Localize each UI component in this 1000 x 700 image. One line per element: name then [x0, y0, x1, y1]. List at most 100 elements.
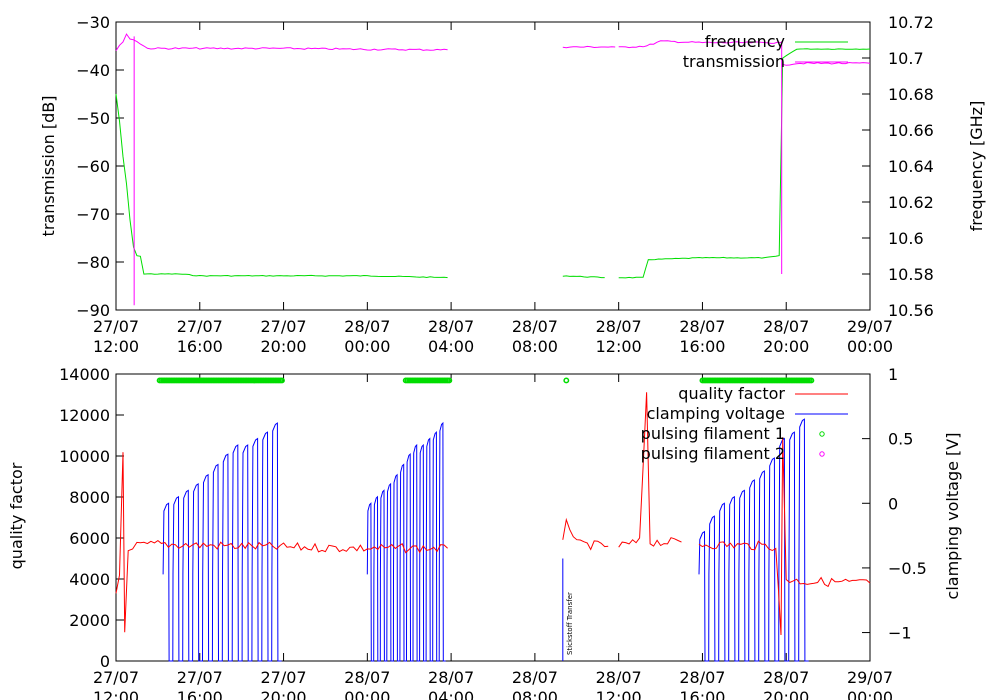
top-legend-label: transmission: [683, 52, 785, 71]
top-xtick-date: 28/07: [679, 317, 725, 336]
bottom-ytick-label: 8000: [69, 488, 110, 507]
bottom-clamping-voltage-line: [162, 422, 282, 662]
top-transmission-line: [782, 61, 871, 66]
bottom-y2tick-label: −0.5: [888, 559, 927, 578]
bottom-legend-label: pulsing filament 1: [641, 424, 785, 443]
top-ytick-label: −30: [76, 13, 110, 32]
top-xtick-time: 16:00: [679, 337, 725, 356]
bottom-legend-label: quality factor: [678, 384, 785, 403]
bottom-xtick-time: 12:00: [93, 688, 139, 700]
bottom-xtick-time: 00:00: [344, 688, 390, 700]
bottom-quality-factor-line: [562, 517, 609, 551]
top-frequency-line: [115, 93, 448, 279]
bottom-ytick-label: 0: [100, 652, 110, 671]
bottom-series: [115, 377, 871, 662]
bottom-xtick-date: 29/07: [847, 668, 893, 687]
top-xtick-date: 28/07: [344, 317, 390, 336]
bottom-xtick-date: 27/07: [93, 668, 139, 687]
stickstoff-annotation: Stickstoff Transfer: [566, 592, 574, 655]
top-ytick-label: −80: [76, 253, 110, 272]
bottom-xtick-time: 20:00: [261, 688, 307, 700]
bottom-xtick-date: 27/07: [261, 668, 307, 687]
top-ytick-label: −50: [76, 109, 110, 128]
top-xtick-time: 12:00: [93, 337, 139, 356]
top-y2tick-label: 10.66: [888, 121, 934, 140]
bottom-quality-factor-line: [115, 452, 448, 633]
bottom-y2tick-label: −1: [888, 624, 912, 643]
top-frequency-line: [618, 48, 871, 279]
top-xtick-time: 08:00: [512, 337, 558, 356]
top-xtick-date: 27/07: [261, 317, 307, 336]
bottom-pulsing-filament-1-point: [808, 377, 815, 384]
bottom-ticks: 27/0712:0027/0716:0027/0720:0028/0700:00…: [59, 365, 927, 700]
bottom-y2label: clamping voltage [V]: [943, 433, 962, 600]
top-xtick-time: 00:00: [847, 337, 893, 356]
top-ytick-label: −70: [76, 205, 110, 224]
bottom-clamping-voltage-line: [698, 418, 809, 662]
bottom-legend-swatch: [819, 431, 825, 437]
bottom-quality-factor-line: [618, 392, 682, 548]
top-xtick-date: 28/07: [763, 317, 809, 336]
top-transmission-line: [562, 45, 616, 49]
top-y2tick-label: 10.68: [888, 85, 934, 104]
top-xtick-date: 28/07: [428, 317, 474, 336]
bottom-y2tick-label: 0.5: [888, 430, 913, 449]
top-y2label: frequency [GHz]: [967, 101, 986, 232]
bottom-xtick-time: 16:00: [177, 688, 223, 700]
bottom-xtick-date: 27/07: [177, 668, 223, 687]
bottom-ytick-label: 2000: [69, 611, 110, 630]
top-transmission-line: [618, 40, 782, 49]
top-transmission-line: [115, 33, 448, 51]
top-y2tick-label: 10.58: [888, 265, 934, 284]
bottom-xtick-time: 00:00: [847, 688, 893, 700]
top-y2tick-label: 10.62: [888, 193, 934, 212]
bottom-clamping-voltage-line: [366, 421, 446, 662]
top-ytick-label: −60: [76, 157, 110, 176]
bottom-xtick-date: 28/07: [763, 668, 809, 687]
bottom-pulsing-filament-1-point: [278, 377, 285, 384]
top-xtick-date: 28/07: [596, 317, 642, 336]
bottom-xtick-time: 04:00: [428, 688, 474, 700]
top-xtick-time: 04:00: [428, 337, 474, 356]
bottom-legend-label: pulsing filament 2: [641, 444, 785, 463]
top-series: [115, 33, 871, 306]
top-xtick-time: 16:00: [177, 337, 223, 356]
bottom-xtick-date: 28/07: [596, 668, 642, 687]
top-ytick-label: −40: [76, 61, 110, 80]
bottom-quality-factor-line: [698, 437, 871, 636]
top-y2tick-label: 10.7: [888, 49, 924, 68]
top-y2tick-label: 10.72: [888, 13, 934, 32]
bottom-ytick-label: 4000: [69, 570, 110, 589]
bottom-xtick-time: 20:00: [763, 688, 809, 700]
bottom-xtick-time: 16:00: [679, 688, 725, 700]
top-xtick-time: 20:00: [261, 337, 307, 356]
bottom-xtick-date: 28/07: [679, 668, 725, 687]
top-xtick-date: 28/07: [512, 317, 558, 336]
top-legend-label: frequency: [705, 32, 785, 51]
top-xtick-time: 12:00: [596, 337, 642, 356]
bottom-xtick-date: 28/07: [344, 668, 390, 687]
bottom-legend-label: clamping voltage: [647, 404, 785, 423]
bottom-xtick-date: 28/07: [428, 668, 474, 687]
top-frequency-line: [562, 275, 605, 279]
top-ytick-label: −90: [76, 301, 110, 320]
top-ylabel: transmission [dB]: [39, 96, 58, 237]
top-ticks: 27/0712:0027/0716:0027/0720:0028/0700:00…: [76, 13, 934, 356]
top-xtick-date: 29/07: [847, 317, 893, 336]
quality-clamping-chart: 27/0712:0027/0716:0027/0720:0028/0700:00…: [7, 365, 962, 700]
bottom-pulsing-filament-1-point: [446, 377, 453, 384]
bottom-pulsing-filament-1-point: [563, 377, 570, 384]
bottom-ytick-label: 10000: [59, 447, 110, 466]
top-xtick-date: 27/07: [93, 317, 139, 336]
transmission-frequency-chart: 27/0712:0027/0716:0027/0720:0028/0700:00…: [39, 13, 986, 356]
top-y2tick-label: 10.64: [888, 157, 934, 176]
top-y2tick-label: 10.56: [888, 301, 934, 320]
bottom-ytick-label: 6000: [69, 529, 110, 548]
top-xtick-time: 20:00: [763, 337, 809, 356]
bottom-xtick-time: 08:00: [512, 688, 558, 700]
bottom-xtick-date: 28/07: [512, 668, 558, 687]
top-xtick-time: 00:00: [344, 337, 390, 356]
